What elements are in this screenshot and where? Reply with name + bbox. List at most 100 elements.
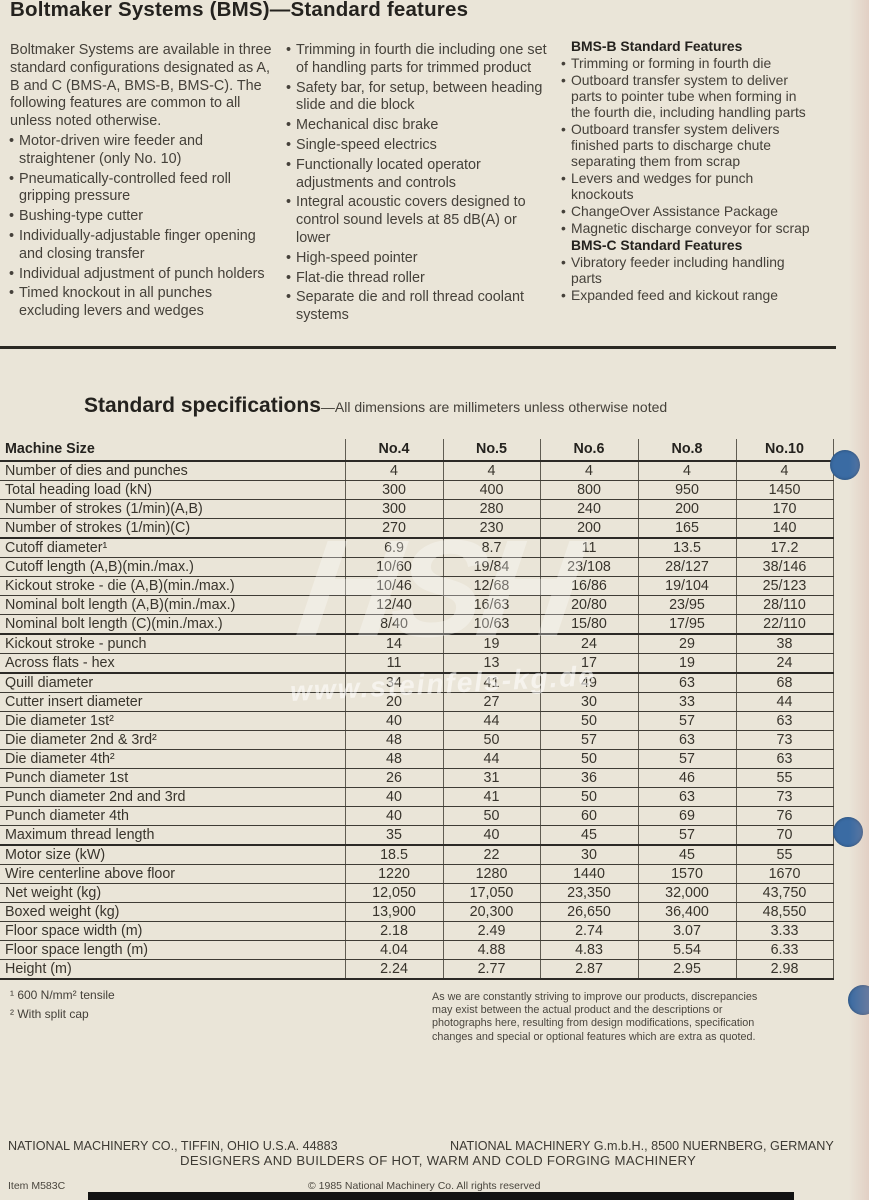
features-list-general: Motor-driven wire feeder and straightene…	[9, 133, 276, 321]
spec-row: Kickout stroke - punch 14 19 24 29 38	[0, 634, 834, 654]
spec-value: 1570	[638, 864, 737, 884]
spec-row: Maximum thread length 35 40 45 57 70	[0, 825, 834, 846]
spec-value: 1280	[443, 864, 541, 884]
spec-value: 10/46	[345, 576, 444, 596]
spec-value: 17	[540, 653, 639, 674]
spec-row: Punch diameter 2nd and 3rd 40 41 50 63 73	[0, 787, 834, 807]
features-column-bms: BMS-B Standard Features Trimming or form…	[561, 38, 814, 304]
spec-value: 10/60	[345, 557, 444, 577]
feature-item: Separate die and roll thread coolant sys…	[286, 289, 555, 325]
spec-row: Cutoff diameter¹ 6.9 8.7 11 13.5 17.2	[0, 538, 834, 558]
spec-value: 41	[443, 787, 541, 807]
spec-value: 165	[638, 518, 737, 539]
spec-row: Floor space width (m) 2.18 2.49 2.74 3.07 3.3…	[0, 921, 834, 941]
spec-value: 140	[736, 518, 834, 539]
spec-value: 1220	[345, 864, 444, 884]
spec-row: Punch diameter 4th 40 50 60 69 76	[0, 806, 834, 826]
spec-value: 16/86	[540, 576, 639, 596]
spec-value: 36	[540, 768, 639, 788]
spec-label: Kickout stroke - die (A,B)(min./max.)	[0, 576, 346, 596]
spec-value: 18.5	[345, 845, 444, 865]
spec-value: 57	[540, 730, 639, 750]
spec-row: Cutter insert diameter 20 27 30 33 44	[0, 692, 834, 712]
spec-value: 23/108	[540, 557, 639, 577]
spec-value: 49	[540, 673, 639, 693]
spec-value: 70	[736, 825, 834, 846]
feature-item: Mechanical disc brake	[286, 117, 555, 135]
spec-value: 22	[443, 845, 541, 865]
features-list-middle: Trimming in fourth die including one set…	[286, 42, 555, 325]
spec-value: 57	[638, 749, 737, 769]
spec-value: 50	[443, 730, 541, 750]
spec-value: 8/40	[345, 614, 444, 635]
feature-item: ChangeOver Assistance Package	[561, 203, 814, 219]
spec-label: Nominal bolt length (A,B)(min./max.)	[0, 595, 346, 615]
spec-value: 38/146	[736, 557, 834, 577]
feature-item: Bushing-type cutter	[9, 208, 276, 226]
scan-edge-bar	[88, 1192, 794, 1200]
feature-item: Flat-die thread roller	[286, 270, 555, 288]
feature-item: Safety bar, for setup, between heading s…	[286, 80, 555, 116]
spec-value: 2.74	[540, 921, 639, 941]
spec-value: 300	[345, 499, 444, 519]
hole-punch-dot	[830, 450, 860, 480]
spec-value: 22/110	[736, 614, 834, 635]
spec-value: 6.33	[736, 940, 834, 960]
spec-label: Punch diameter 2nd and 3rd	[0, 787, 346, 807]
spec-value: 26,650	[540, 902, 639, 922]
spec-value: 270	[345, 518, 444, 539]
features-column-middle: Trimming in fourth die including one set…	[286, 42, 555, 327]
footnote-1: ¹ 600 N/mm² tensile	[10, 988, 115, 1002]
hole-punch-dot	[833, 817, 863, 847]
spec-value: 20,300	[443, 902, 541, 922]
spec-row: Die diameter 1st² 40 44 50 57 63	[0, 711, 834, 731]
spec-value: 4.83	[540, 940, 639, 960]
spec-value: 2.87	[540, 959, 639, 980]
spec-label: Cutter insert diameter	[0, 692, 346, 712]
features-list-bms-b: Trimming or forming in fourth dieOutboar…	[561, 55, 814, 236]
spec-row: Floor space length (m) 4.04 4.88 4.83 5.54 6.…	[0, 940, 834, 960]
spec-value: 55	[736, 768, 834, 788]
feature-item: Functionally located operator adjustment…	[286, 157, 555, 193]
footnote-2: ² With split cap	[10, 1007, 89, 1021]
feature-item: Integral acoustic covers designed to con…	[286, 194, 555, 247]
feature-item: Pneumatically-controlled feed roll gripp…	[9, 171, 276, 207]
spec-value: 76	[736, 806, 834, 826]
spec-value: 26	[345, 768, 444, 788]
spec-value: 13	[443, 653, 541, 674]
spec-value: 41	[443, 673, 541, 693]
spec-value: 13,900	[345, 902, 444, 922]
spec-value: 30	[540, 692, 639, 712]
spec-value: 11	[345, 653, 444, 674]
hole-punch-dot	[848, 985, 869, 1015]
spec-value: 4	[345, 461, 444, 481]
column-header: No.5	[443, 439, 541, 462]
spec-value: 63	[736, 711, 834, 731]
spec-label: Number of strokes (1/min)(A,B)	[0, 499, 346, 519]
spec-value: 73	[736, 787, 834, 807]
spec-value: 43,750	[736, 883, 834, 903]
spec-value: 19	[443, 634, 541, 654]
spec-value: 3.33	[736, 921, 834, 941]
spec-value: 11	[540, 538, 639, 558]
spec-value: 63	[736, 749, 834, 769]
spec-label: Cutoff diameter¹	[0, 538, 346, 558]
spec-value: 44	[443, 711, 541, 731]
spec-value: 5.54	[638, 940, 737, 960]
spec-value: 19/104	[638, 576, 737, 596]
feature-item: Timed knockout in all punches excluding …	[9, 285, 276, 321]
spec-value: 32,000	[638, 883, 737, 903]
spec-value: 40	[345, 787, 444, 807]
spec-value: 400	[443, 480, 541, 500]
spec-value: 48	[345, 730, 444, 750]
spec-value: 50	[540, 787, 639, 807]
spec-value: 33	[638, 692, 737, 712]
spec-row: Net weight (kg) 12,050 17,050 23,350 32,000 4…	[0, 883, 834, 903]
bms-c-heading: BMS-C Standard Features	[571, 237, 743, 253]
footer-address-germany: NATIONAL MACHINERY G.m.b.H., 8500 NUERNB…	[450, 1139, 834, 1153]
feature-item: High-speed pointer	[286, 250, 555, 268]
features-column-general: Boltmaker Systems are available in three…	[9, 42, 276, 323]
footer-copyright: © 1985 National Machinery Co. All rights…	[308, 1180, 541, 1192]
spec-value: 20	[345, 692, 444, 712]
